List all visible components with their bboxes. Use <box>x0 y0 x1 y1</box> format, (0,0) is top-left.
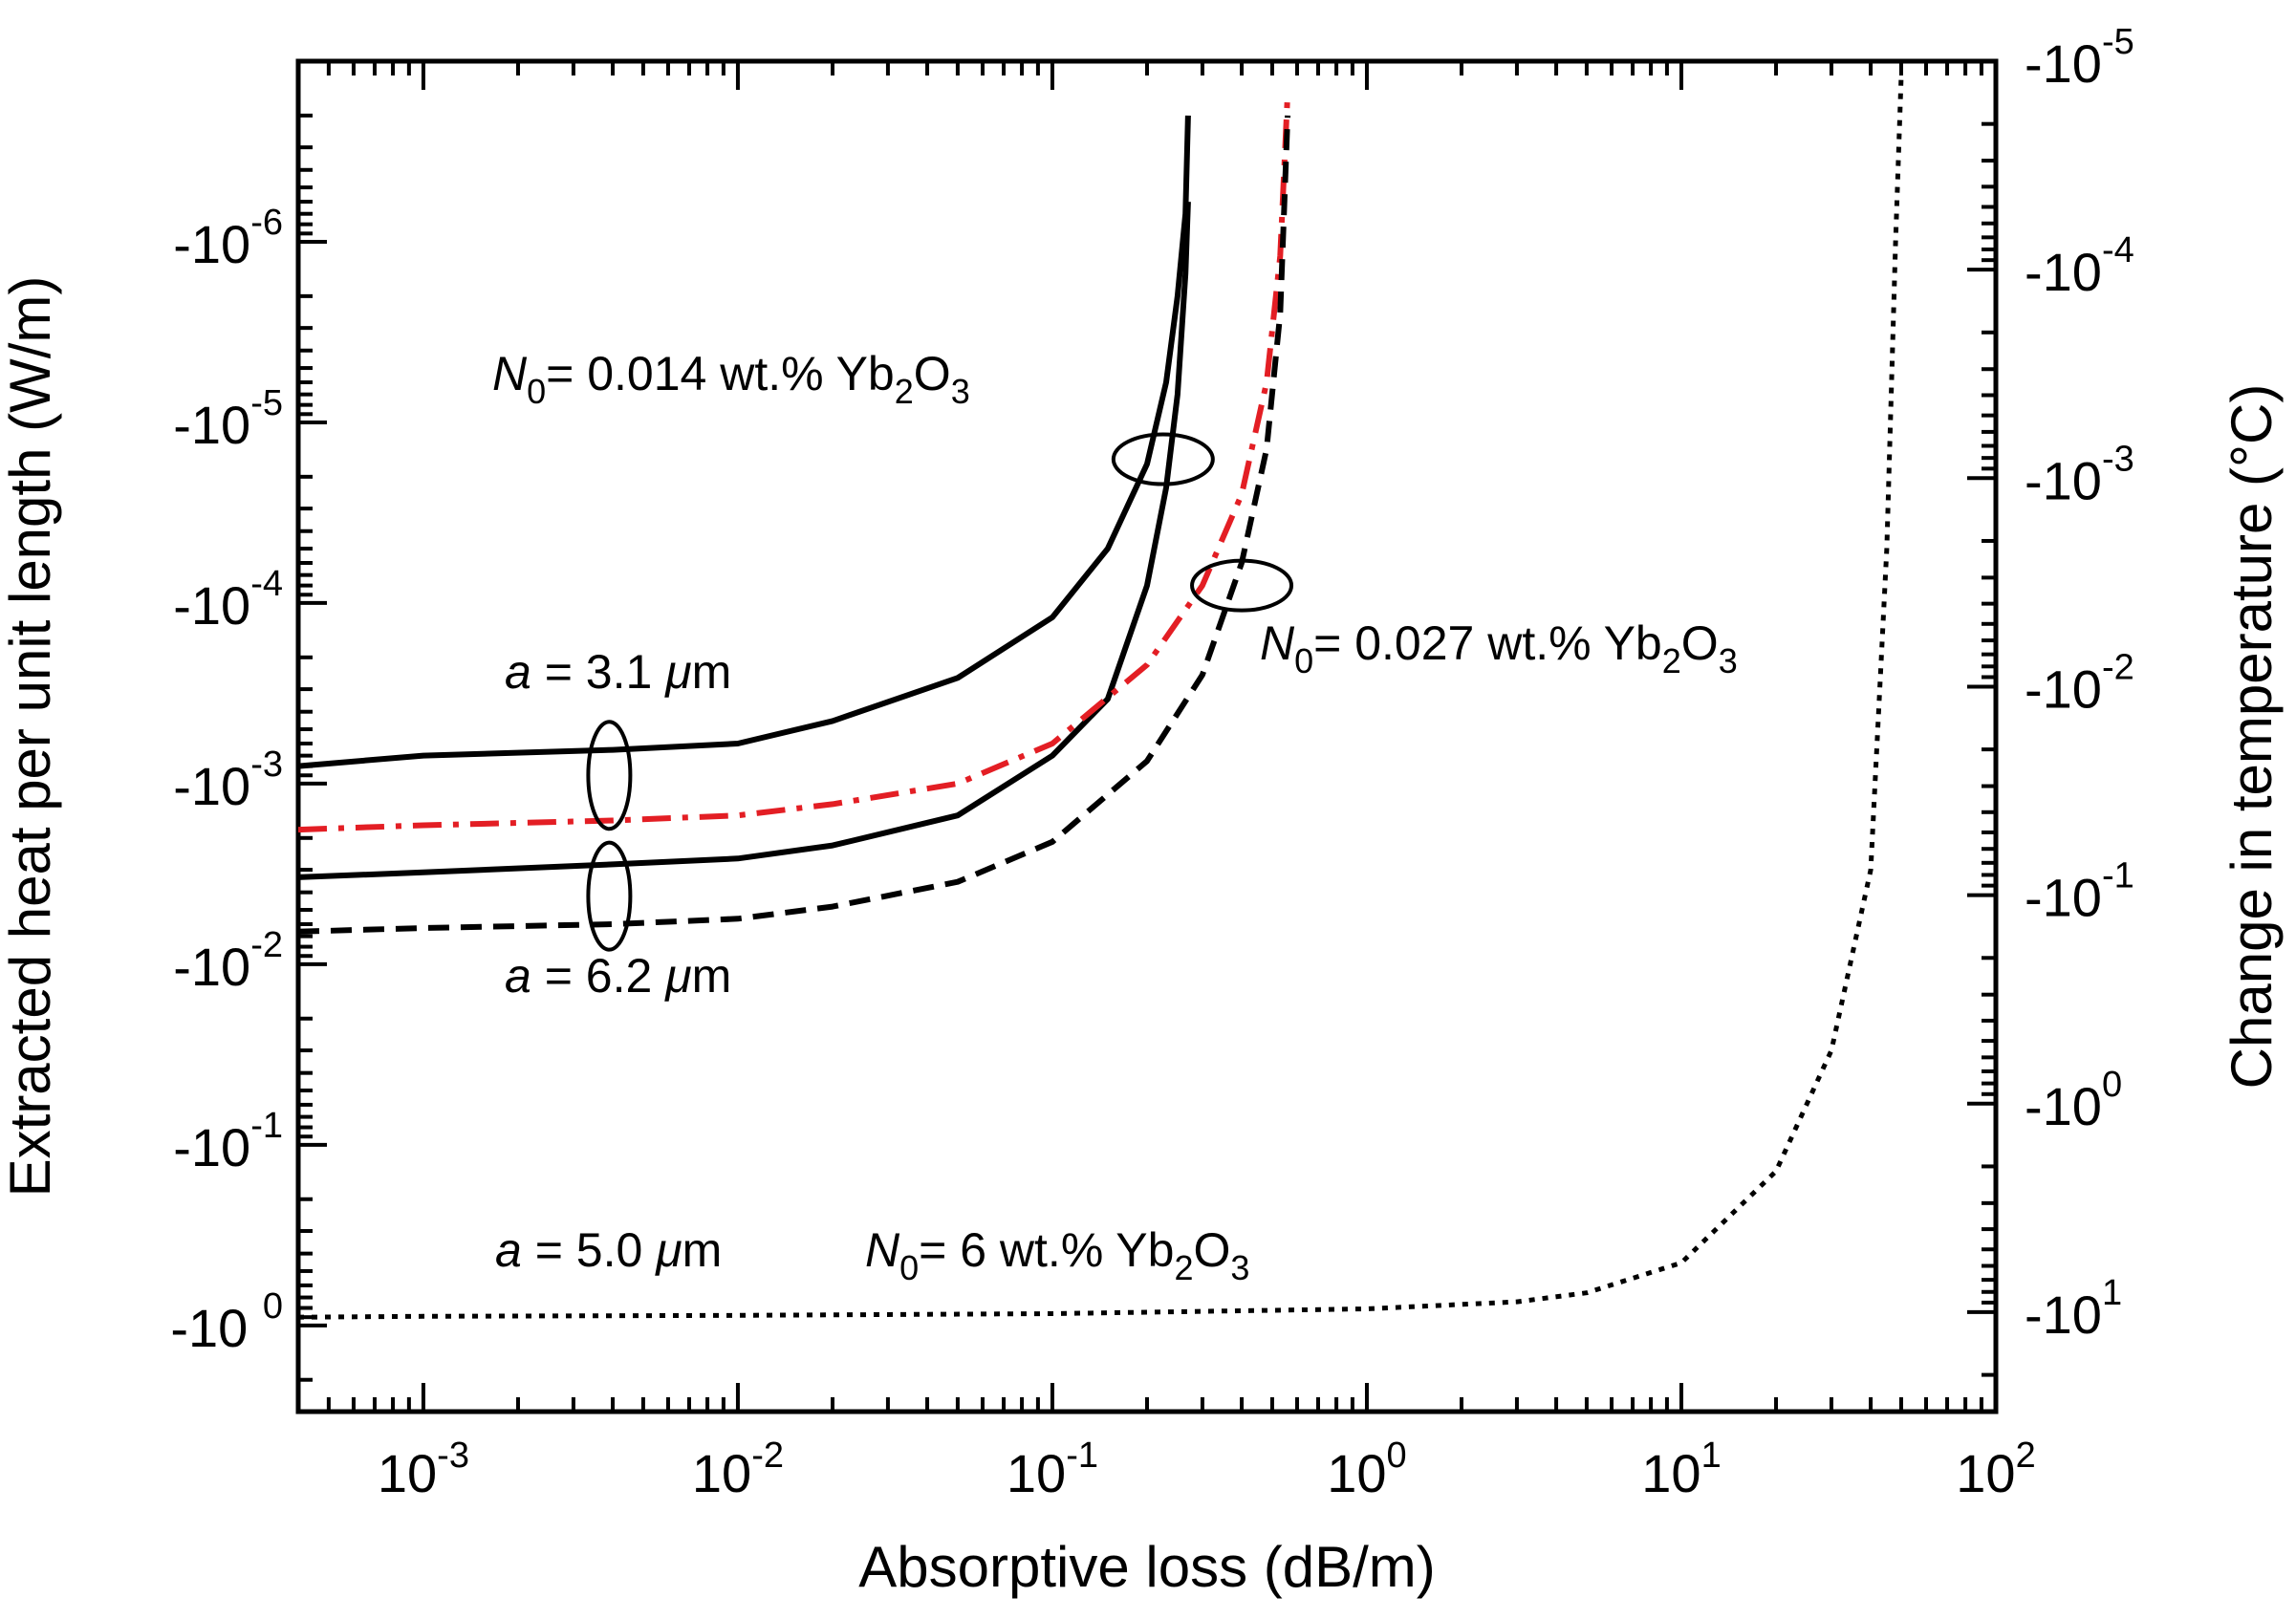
y-tick-label: -10-1 <box>173 1106 283 1177</box>
y-tick-label: -10 0 <box>170 1286 283 1358</box>
group-ellipse <box>586 720 633 831</box>
x-axis-title: Absorptive loss (dB/m) <box>858 1535 1436 1599</box>
y2-tick-label: -10-1 <box>2025 856 2134 928</box>
y2-tick-label: -10-4 <box>2025 230 2134 302</box>
y-axis-ticks <box>298 59 327 1414</box>
y-tick-label: -10-2 <box>173 925 283 997</box>
y2-tick-label: -100 <box>2025 1065 2122 1136</box>
y-tick-label: -10-4 <box>173 564 283 636</box>
series-line-4 <box>298 115 1291 935</box>
y-tick-label: -10-6 <box>173 203 283 274</box>
group-ellipse <box>1111 432 1215 486</box>
y-axis-title: Extracted heat per unit length (W/m) <box>0 276 62 1198</box>
x-tick-label: 101 <box>1641 1436 1721 1503</box>
annotation-a-31: a = 3.1 μm <box>505 645 731 699</box>
annotation-a-62: a = 6.2 μm <box>505 949 731 1003</box>
series-line-2 <box>298 201 1191 880</box>
annotation-n0-mid: N0= 0.027 wt.% Yb2O3 <box>1260 616 1738 680</box>
y-tick-label: -10-5 <box>173 383 283 455</box>
annotation-a-50: a = 5.0 μm <box>495 1223 722 1277</box>
y2-tick-label: -101 <box>2025 1273 2122 1345</box>
x-tick-label: 102 <box>1956 1436 2035 1503</box>
y2-tick-label: -10-3 <box>2025 439 2134 510</box>
group-ellipse <box>586 840 633 952</box>
y2-tick-label: -10-5 <box>2025 22 2134 94</box>
y2-axis-title: Change in temperature (°C) <box>2220 384 2284 1090</box>
x-tick-label: 10-2 <box>692 1436 784 1503</box>
annotation-n0-low: N0= 0.014 wt.% Yb2O3 <box>492 347 970 411</box>
series-group <box>298 75 1904 1320</box>
series-line-5 <box>298 75 1904 1320</box>
y2-tick-label: -10-2 <box>2025 647 2134 719</box>
group-ellipse <box>1190 558 1294 613</box>
series-line-1 <box>298 115 1191 769</box>
x-tick-label: 100 <box>1327 1436 1406 1503</box>
y2-axis-ticks <box>1967 59 1996 1414</box>
series-line-3 <box>298 93 1291 833</box>
y-tick-label: -10-3 <box>173 745 283 816</box>
plot-frame <box>295 58 1999 1414</box>
x-tick-label: 10-1 <box>1007 1436 1098 1503</box>
x-axis-ticks <box>296 61 1998 1412</box>
annotation-n0-high: N0= 6 wt.% Yb2O3 <box>865 1223 1249 1287</box>
x-tick-label: 10-3 <box>378 1436 469 1503</box>
